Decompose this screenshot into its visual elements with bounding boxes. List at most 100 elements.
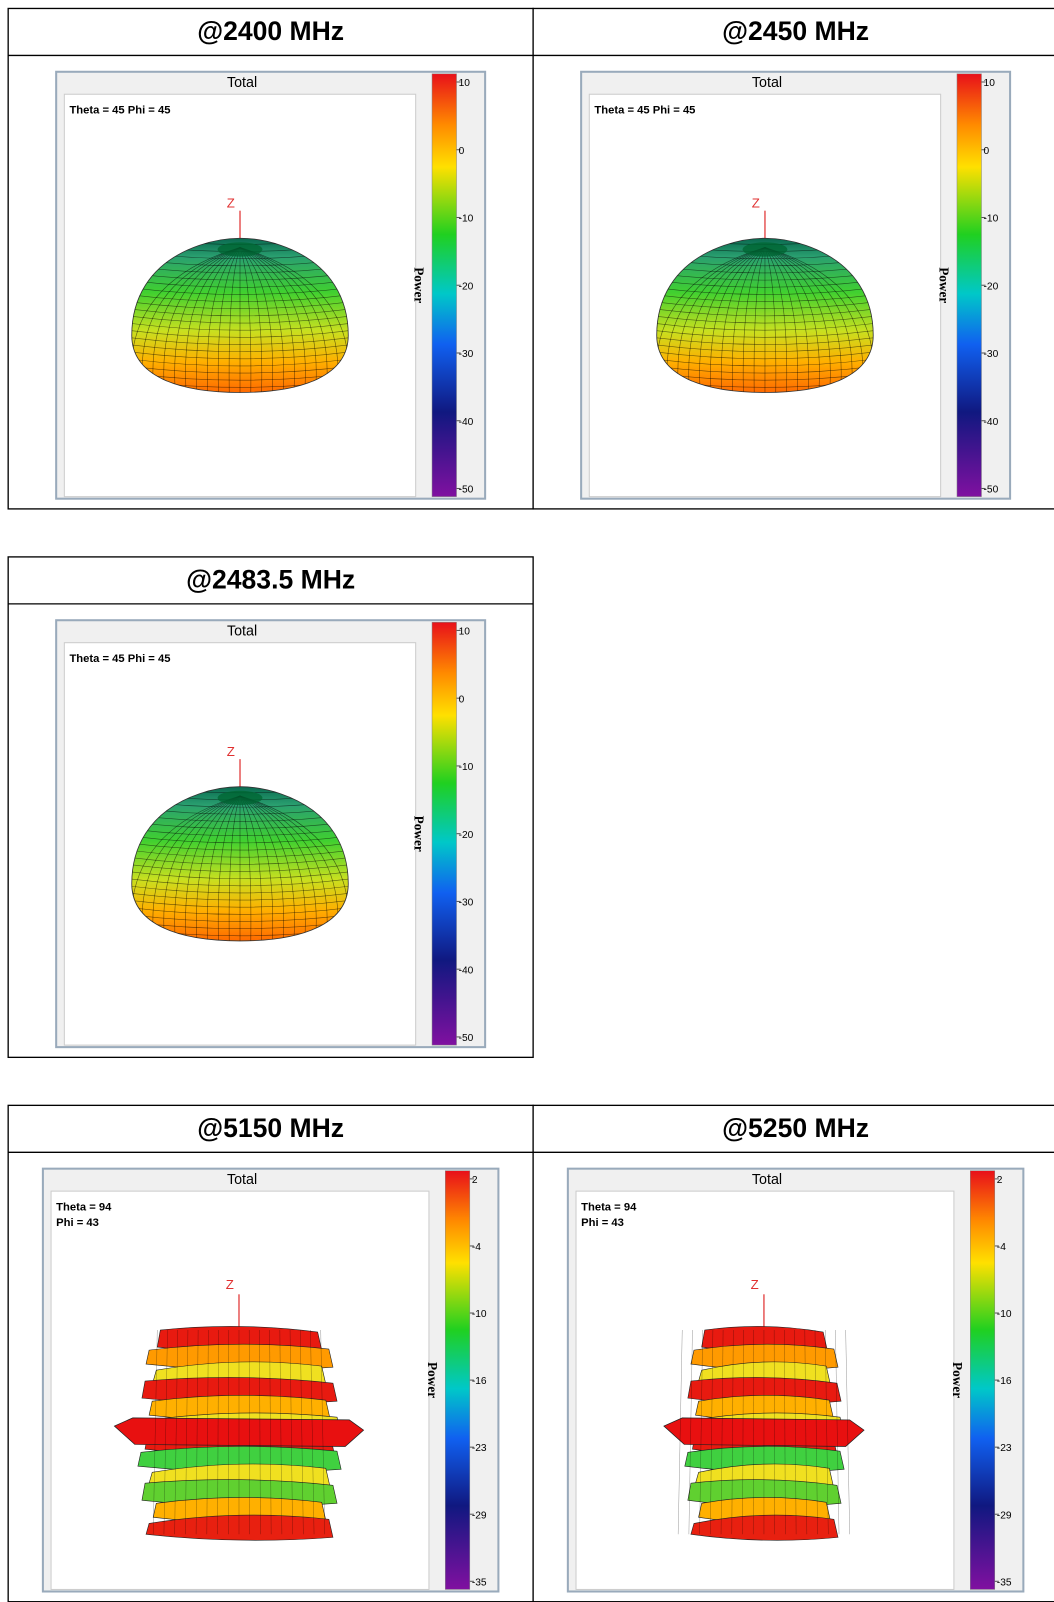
- mesh-meridian: [699, 1330, 703, 1535]
- annotation: Theta = 45 Phi = 45: [69, 653, 170, 665]
- mesh-meridian: [239, 795, 349, 941]
- mesh-meridian: [764, 247, 809, 393]
- mesh-meridian: [720, 1330, 724, 1535]
- mesh-meridian: [753, 247, 766, 393]
- mesh-meridian: [195, 1330, 199, 1535]
- z-axis-label: Z: [752, 196, 760, 211]
- mesh-meridian: [131, 247, 241, 393]
- mesh-meridian: [710, 1330, 714, 1535]
- colorbar-tick-label: -40: [459, 417, 474, 428]
- annotation: Phi = 43: [56, 1217, 99, 1229]
- colorbar-tick-label: -35: [472, 1577, 487, 1588]
- mesh-meridian: [688, 247, 766, 393]
- mesh-meridian: [152, 247, 241, 393]
- mesh-meridian: [207, 795, 241, 941]
- mesh-meridian: [239, 247, 263, 393]
- top-hole: [742, 242, 788, 257]
- colorbar-tick-label: 10: [459, 627, 471, 638]
- colorbar-tick-label: -20: [459, 830, 474, 841]
- mesh-meridian: [764, 247, 831, 393]
- pattern-belt: [113, 1417, 365, 1447]
- mesh-meridian: [239, 795, 295, 941]
- colorbar-tick-label: -10: [472, 1309, 487, 1320]
- mesh-meridian: [845, 1330, 850, 1535]
- colorbar-label: Power: [412, 816, 427, 852]
- colorbar-tick-label: 2: [472, 1175, 478, 1186]
- colorbar-tick-label: -29: [472, 1510, 487, 1521]
- mesh-meridian: [742, 1330, 744, 1535]
- mesh-meridian: [764, 247, 874, 393]
- mesh-meridian: [773, 1330, 775, 1535]
- colorbar-tick-label: -10: [984, 214, 999, 225]
- colorbar-tick-label: -4: [997, 1242, 1006, 1253]
- colorbar-tick-label: -4: [472, 1242, 481, 1253]
- mesh-meridian: [764, 247, 777, 393]
- mesh-meridian: [239, 247, 349, 393]
- annotation: Phi = 43: [581, 1217, 624, 1229]
- mesh-meridian: [228, 1330, 230, 1535]
- colorbar-tick-label: -10: [997, 1309, 1012, 1320]
- mesh-meridian: [239, 795, 284, 941]
- mesh-meridian: [239, 247, 284, 393]
- colorbar-label: Power: [937, 267, 952, 303]
- mesh-meridian: [677, 1330, 683, 1535]
- mesh-meridian: [174, 1330, 178, 1535]
- mesh-meridian: [784, 1330, 786, 1535]
- mesh-meridian: [185, 1330, 189, 1535]
- mesh-meridian: [764, 247, 853, 393]
- colorbar-tick-label: -30: [984, 349, 999, 360]
- top-hole: [217, 790, 263, 806]
- table-cell: @5250 MHz Total Theta = 94 Phi = 43 Z Power 2 -…: [532, 1104, 1054, 1602]
- plot-title: Total: [227, 75, 257, 91]
- mesh-meridian: [764, 247, 820, 393]
- mesh-meridian: [239, 247, 328, 393]
- table-cell: @2483.5 MHz Total Theta = 45 Phi = 45 Z Powe…: [7, 556, 534, 1059]
- colorbar: [431, 622, 457, 1046]
- mesh-meridian: [174, 795, 241, 941]
- table-cell: @2450 MHz Total Theta = 45 Phi = 45 Z Power 1…: [532, 7, 1054, 510]
- mesh-meridian: [131, 795, 241, 941]
- mesh-meridian: [764, 247, 842, 393]
- mesh-meridian: [217, 1330, 219, 1535]
- colorbar-tick-label: -20: [459, 281, 474, 292]
- colorbar: [431, 73, 457, 497]
- mesh-meridian: [239, 247, 317, 393]
- mesh-meridian: [163, 247, 241, 393]
- mesh-meridian: [174, 247, 241, 393]
- colorbar-tick-label: -16: [997, 1376, 1012, 1387]
- z-axis-label: Z: [227, 196, 235, 211]
- cell-header: @5250 MHz: [722, 1113, 869, 1143]
- mesh-meridian: [217, 795, 241, 941]
- mesh-meridian: [289, 1330, 293, 1535]
- colorbar-tick-label: 0: [459, 146, 465, 157]
- colorbar-label: Power: [425, 1362, 440, 1398]
- z-axis-label: Z: [751, 1277, 759, 1292]
- mesh-meridian: [239, 247, 295, 393]
- mesh-meridian: [794, 1330, 797, 1535]
- colorbar: [956, 73, 982, 497]
- mesh-meridian: [699, 247, 766, 393]
- mesh-meridian: [688, 1330, 693, 1535]
- mesh-meridian: [206, 1330, 209, 1535]
- colorbar-tick-label: 0: [984, 146, 990, 157]
- colorbar-label: Power: [412, 267, 427, 303]
- plot-title: Total: [752, 1172, 782, 1188]
- colorbar-tick-label: -29: [997, 1510, 1012, 1521]
- colorbar-tick-label: -30: [459, 349, 474, 360]
- mesh: [152, 1330, 326, 1535]
- colorbar-tick-label: -30: [459, 898, 474, 909]
- mesh-meridian: [764, 247, 798, 393]
- mesh-meridian: [207, 247, 241, 393]
- mesh-meridian: [152, 1330, 158, 1535]
- colorbar-tick-label: -10: [459, 214, 474, 225]
- colorbar-label: Power: [950, 1362, 965, 1398]
- mesh-meridian: [239, 795, 328, 941]
- mesh-meridian: [196, 247, 241, 393]
- mesh-meridian: [239, 795, 306, 941]
- colorbar: [445, 1170, 471, 1590]
- annotation: Theta = 94: [581, 1202, 637, 1214]
- mesh-meridian: [239, 247, 252, 393]
- pattern-band: [690, 1514, 839, 1541]
- mesh-meridian: [239, 795, 273, 941]
- mesh: [677, 1330, 850, 1535]
